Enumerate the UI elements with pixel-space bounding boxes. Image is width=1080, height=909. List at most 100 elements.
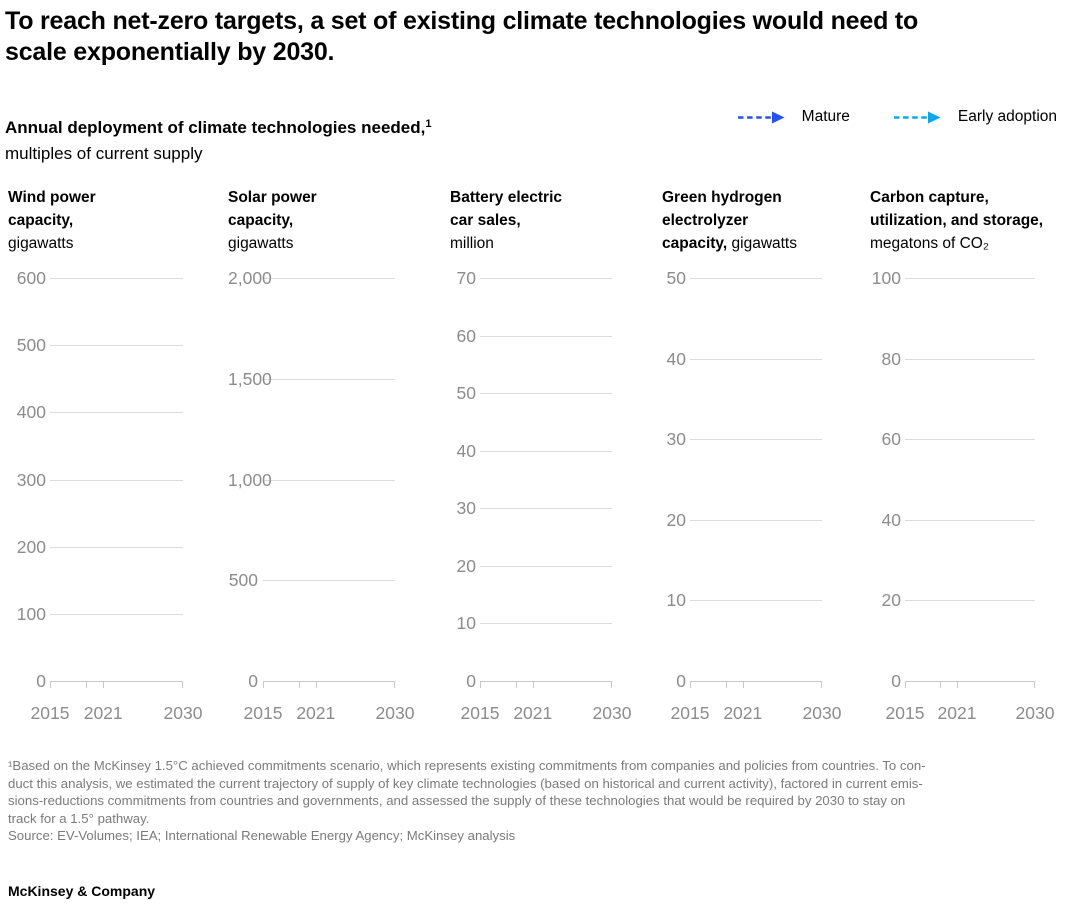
gridline xyxy=(480,566,612,567)
x-axis-tick xyxy=(532,681,534,688)
chart-battery-ev-sales: Battery electric car sales, million 70 60 50 4… xyxy=(450,186,631,736)
gridline xyxy=(690,439,822,440)
gridline xyxy=(263,278,395,279)
footnote-line: sions-reductions commitments from countr… xyxy=(8,793,906,809)
chart-carbon-capture: Carbon capture, utilization, and storage,… xyxy=(870,186,1054,736)
chart-title-line: capacity, gigawatts xyxy=(662,235,797,252)
y-tick-label: 30 xyxy=(666,429,686,449)
gridline xyxy=(50,480,183,481)
y-tick-label: 400 xyxy=(16,402,46,422)
plot-area: 50 40 30 20 10 0 xyxy=(662,268,824,691)
footnote-marker: 1 xyxy=(425,118,432,130)
gridline xyxy=(50,345,183,346)
x-axis-tick xyxy=(821,681,822,688)
gridline xyxy=(263,379,395,380)
y-tick-label: 100 xyxy=(871,268,901,288)
x-tick-label: 2015 xyxy=(30,703,70,723)
x-axis-tick xyxy=(103,681,105,688)
gridline xyxy=(905,278,1035,279)
legend-item-mature: Mature xyxy=(737,108,850,126)
plot-area: 70 60 50 40 30 20 10 0 xyxy=(450,268,614,691)
gridline xyxy=(690,600,822,601)
x-tick-label: 2021 xyxy=(723,703,763,723)
chart-subtitle-unit: multiples of current supply xyxy=(5,144,203,163)
gridline xyxy=(480,508,612,509)
y-tick-label: 0 xyxy=(36,671,46,691)
x-axis-tick xyxy=(905,681,906,688)
gridline xyxy=(690,278,822,279)
x-axis-tick xyxy=(315,681,317,688)
y-tick-label: 40 xyxy=(456,441,476,461)
chart-subtitle-main: Annual deployment of climate technologie… xyxy=(5,118,432,137)
gridline xyxy=(263,580,395,581)
y-tick-label: 500 xyxy=(228,570,258,590)
plot-area: 100 80 60 40 20 0 xyxy=(870,268,1037,691)
chart-title: Green hydrogen electrolyzer capacity, giga… xyxy=(662,186,797,255)
legend-label-early-adoption: Early adoption xyxy=(957,108,1057,125)
gridline xyxy=(50,547,183,548)
y-tick-label: 0 xyxy=(676,671,686,691)
gridline xyxy=(480,623,612,624)
x-tick-label: 2030 xyxy=(802,703,842,723)
chart-title-line: megatons of CO₂ xyxy=(870,235,989,252)
y-tick-label: 60 xyxy=(881,429,901,449)
plot-area: 600 500 400 300 200 100 0 xyxy=(8,268,185,691)
gridline xyxy=(690,359,822,360)
x-axis-tick xyxy=(298,681,300,688)
y-tick-label: 80 xyxy=(881,349,901,369)
x-axis-line xyxy=(905,681,1035,682)
mckinsey-logo-text: McKinsey & Company xyxy=(8,883,156,899)
x-tick-label: 2021 xyxy=(83,703,123,723)
gridline xyxy=(480,278,612,279)
y-tick-label: 0 xyxy=(891,671,901,691)
y-tick-label: 20 xyxy=(456,556,476,576)
footnote-line: duct this analysis, we estimated the cur… xyxy=(8,775,923,791)
y-tick-label: 0 xyxy=(248,671,258,691)
x-tick-label: 2030 xyxy=(592,703,632,723)
x-axis-tick xyxy=(480,681,481,688)
y-tick-label: 1,500 xyxy=(228,369,272,389)
y-tick-label: 100 xyxy=(16,604,46,624)
x-axis-line xyxy=(480,681,612,682)
chart-title-line: gigawatts xyxy=(228,235,294,252)
y-tick-label: 500 xyxy=(16,335,46,355)
chart-title: Carbon capture, utilization, and storage,… xyxy=(870,186,1043,255)
legend: Mature Early adoption xyxy=(737,106,1057,128)
chart-title: Battery electric car sales, million xyxy=(450,186,562,255)
gridline xyxy=(905,520,1035,521)
page-title: To reach net-zero targets, a set of exis… xyxy=(5,6,918,68)
chart-title-line: million xyxy=(450,235,494,252)
legend-item-early-adoption: Early adoption xyxy=(893,108,1057,126)
x-tick-label: 2015 xyxy=(885,703,925,723)
footnote-line: ¹Based on the McKinsey 1.5°C achieved co… xyxy=(8,758,926,773)
gridline xyxy=(50,278,183,279)
y-tick-label: 30 xyxy=(456,498,476,518)
y-tick-label: 50 xyxy=(666,268,686,288)
chart-title: Solar power capacity, gigawatts xyxy=(228,186,317,255)
x-tick-label: 2030 xyxy=(163,703,203,723)
x-axis-line xyxy=(263,681,395,682)
x-axis-tick xyxy=(742,681,744,688)
chart-green-hydrogen: Green hydrogen electrolyzer capacity, giga… xyxy=(662,186,841,736)
x-axis-tick xyxy=(263,681,264,688)
y-tick-label: 20 xyxy=(666,510,686,530)
x-axis-tick xyxy=(940,681,942,688)
gridline xyxy=(50,412,183,413)
chart-title-line: utilization, and storage, xyxy=(870,212,1044,229)
y-tick-label: 10 xyxy=(456,613,476,633)
y-tick-label: 40 xyxy=(666,349,686,369)
x-axis-tick xyxy=(50,681,51,688)
x-axis-tick xyxy=(394,681,395,688)
gridline xyxy=(905,600,1035,601)
y-tick-label: 200 xyxy=(16,537,46,557)
x-axis-tick xyxy=(611,681,612,688)
x-tick-label: 2015 xyxy=(460,703,500,723)
y-tick-label: 20 xyxy=(881,590,901,610)
page-title-line-1: To reach net-zero targets, a set of exis… xyxy=(5,7,919,35)
page-title-line-2: scale exponentially by 2030. xyxy=(5,38,335,66)
gridline xyxy=(480,336,612,337)
y-tick-label: 60 xyxy=(456,326,476,346)
x-axis-tick xyxy=(85,681,87,688)
chart-title-line: Wind power xyxy=(8,189,96,206)
chart-solar-power: Solar power capacity, gigawatts 2,000 1,500 1… xyxy=(228,186,414,736)
